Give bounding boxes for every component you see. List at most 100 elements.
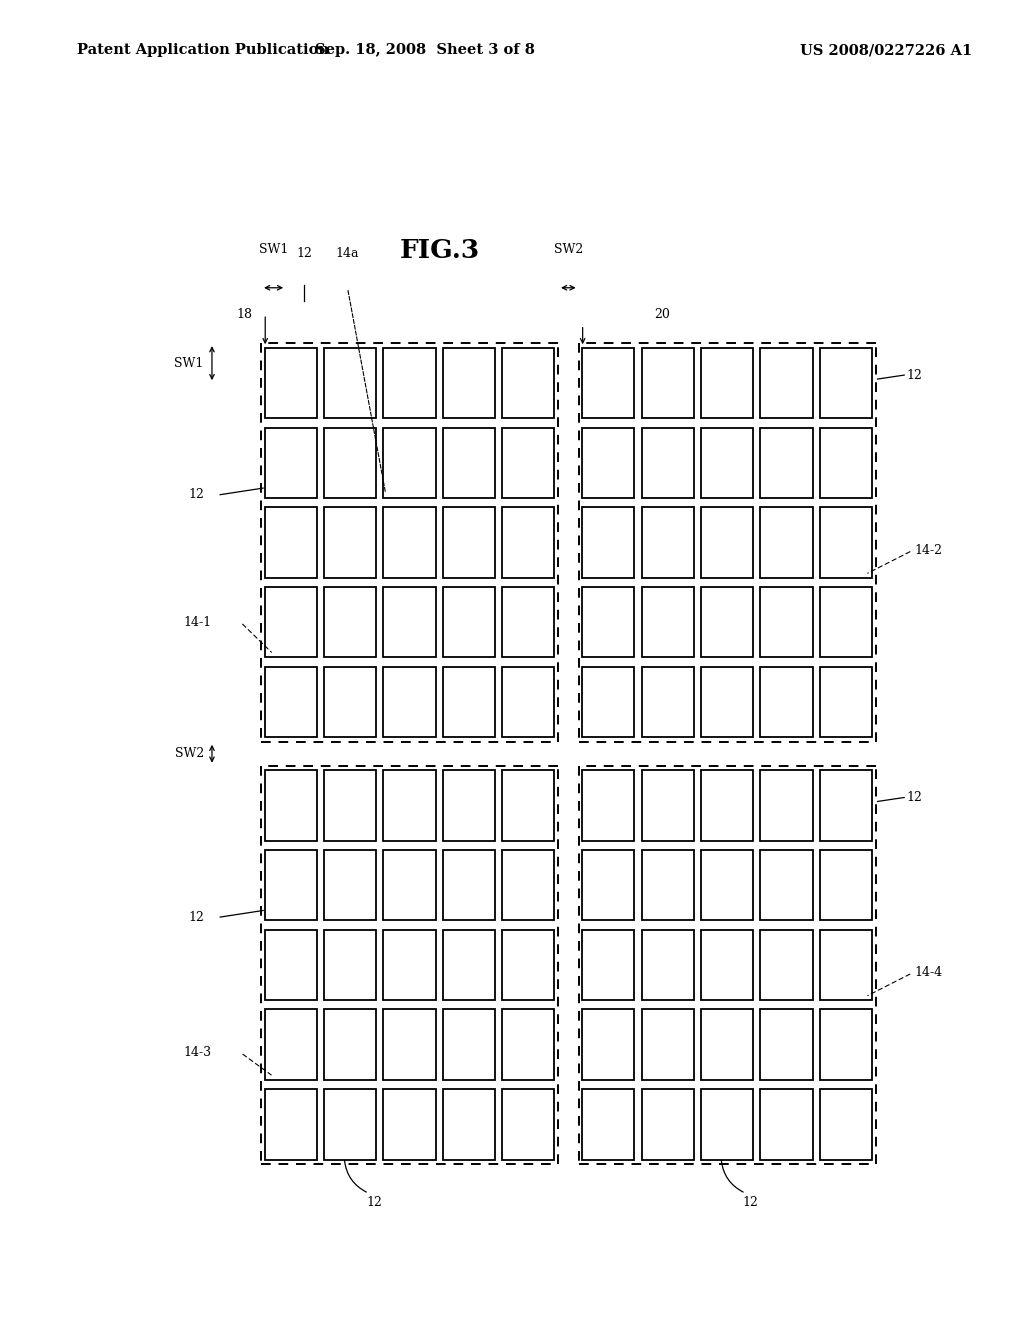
Bar: [324, 1089, 377, 1160]
Text: Sep. 18, 2008  Sheet 3 of 8: Sep. 18, 2008 Sheet 3 of 8: [315, 44, 535, 57]
Bar: [324, 1010, 377, 1080]
Bar: [264, 1089, 317, 1160]
Bar: [641, 587, 694, 657]
Bar: [819, 850, 871, 920]
Bar: [383, 771, 436, 841]
Bar: [760, 929, 812, 1001]
Bar: [264, 1010, 317, 1080]
Bar: [641, 507, 694, 578]
Bar: [442, 1089, 496, 1160]
Bar: [264, 348, 317, 418]
Bar: [264, 771, 317, 841]
Text: 12: 12: [742, 1196, 759, 1209]
Bar: [324, 587, 377, 657]
Bar: [442, 507, 496, 578]
Text: 14-3: 14-3: [184, 1047, 212, 1059]
Text: 12: 12: [188, 911, 205, 924]
Text: 20: 20: [653, 308, 670, 321]
Bar: [502, 1010, 555, 1080]
Bar: [264, 507, 317, 578]
Bar: [641, 1089, 694, 1160]
Bar: [324, 507, 377, 578]
Bar: [641, 667, 694, 737]
Bar: [819, 771, 871, 841]
Bar: [700, 771, 753, 841]
Bar: [819, 1089, 871, 1160]
Text: SW1: SW1: [174, 356, 204, 370]
Bar: [760, 667, 812, 737]
Bar: [324, 850, 377, 920]
Bar: [383, 587, 436, 657]
Bar: [582, 507, 634, 578]
Bar: [442, 428, 496, 498]
Bar: [760, 587, 812, 657]
Bar: [324, 771, 377, 841]
Bar: [383, 850, 436, 920]
Bar: [582, 587, 634, 657]
Text: 18: 18: [237, 308, 253, 321]
Bar: [442, 348, 496, 418]
Bar: [502, 587, 555, 657]
Bar: [264, 850, 317, 920]
Bar: [502, 771, 555, 841]
Bar: [582, 428, 634, 498]
Text: 12: 12: [297, 247, 312, 260]
Bar: [819, 929, 871, 1001]
Bar: [760, 1089, 812, 1160]
Bar: [582, 929, 634, 1001]
Bar: [700, 1089, 753, 1160]
Text: 14-1: 14-1: [184, 615, 212, 628]
Bar: [264, 667, 317, 737]
Bar: [383, 1010, 436, 1080]
Bar: [641, 771, 694, 841]
Bar: [502, 1089, 555, 1160]
Bar: [502, 507, 555, 578]
Bar: [700, 667, 753, 737]
Bar: [760, 428, 812, 498]
Bar: [760, 348, 812, 418]
Bar: [442, 1010, 496, 1080]
Bar: [641, 850, 694, 920]
Bar: [264, 587, 317, 657]
Text: SW2: SW2: [174, 747, 204, 760]
Bar: [502, 929, 555, 1001]
Text: FIG.3: FIG.3: [400, 239, 480, 263]
Bar: [641, 1010, 694, 1080]
Bar: [700, 587, 753, 657]
Bar: [324, 348, 377, 418]
Bar: [383, 428, 436, 498]
Text: SW1: SW1: [259, 243, 289, 256]
Bar: [819, 587, 871, 657]
Bar: [502, 850, 555, 920]
Bar: [324, 667, 377, 737]
Bar: [502, 667, 555, 737]
Bar: [641, 428, 694, 498]
Bar: [442, 667, 496, 737]
Bar: [582, 348, 634, 418]
Bar: [641, 929, 694, 1001]
Bar: [582, 1010, 634, 1080]
Bar: [442, 771, 496, 841]
Bar: [700, 850, 753, 920]
Text: 14-4: 14-4: [914, 966, 942, 979]
Text: Patent Application Publication: Patent Application Publication: [77, 44, 329, 57]
Bar: [819, 507, 871, 578]
Bar: [442, 929, 496, 1001]
Bar: [383, 1089, 436, 1160]
Bar: [819, 348, 871, 418]
Bar: [819, 667, 871, 737]
Bar: [760, 507, 812, 578]
Bar: [442, 850, 496, 920]
Bar: [383, 348, 436, 418]
Text: 12: 12: [906, 368, 923, 381]
Bar: [324, 929, 377, 1001]
Bar: [502, 428, 555, 498]
Bar: [700, 428, 753, 498]
Bar: [700, 507, 753, 578]
Bar: [442, 587, 496, 657]
Bar: [819, 428, 871, 498]
Bar: [700, 1010, 753, 1080]
Bar: [582, 1089, 634, 1160]
Bar: [582, 667, 634, 737]
Bar: [502, 348, 555, 418]
